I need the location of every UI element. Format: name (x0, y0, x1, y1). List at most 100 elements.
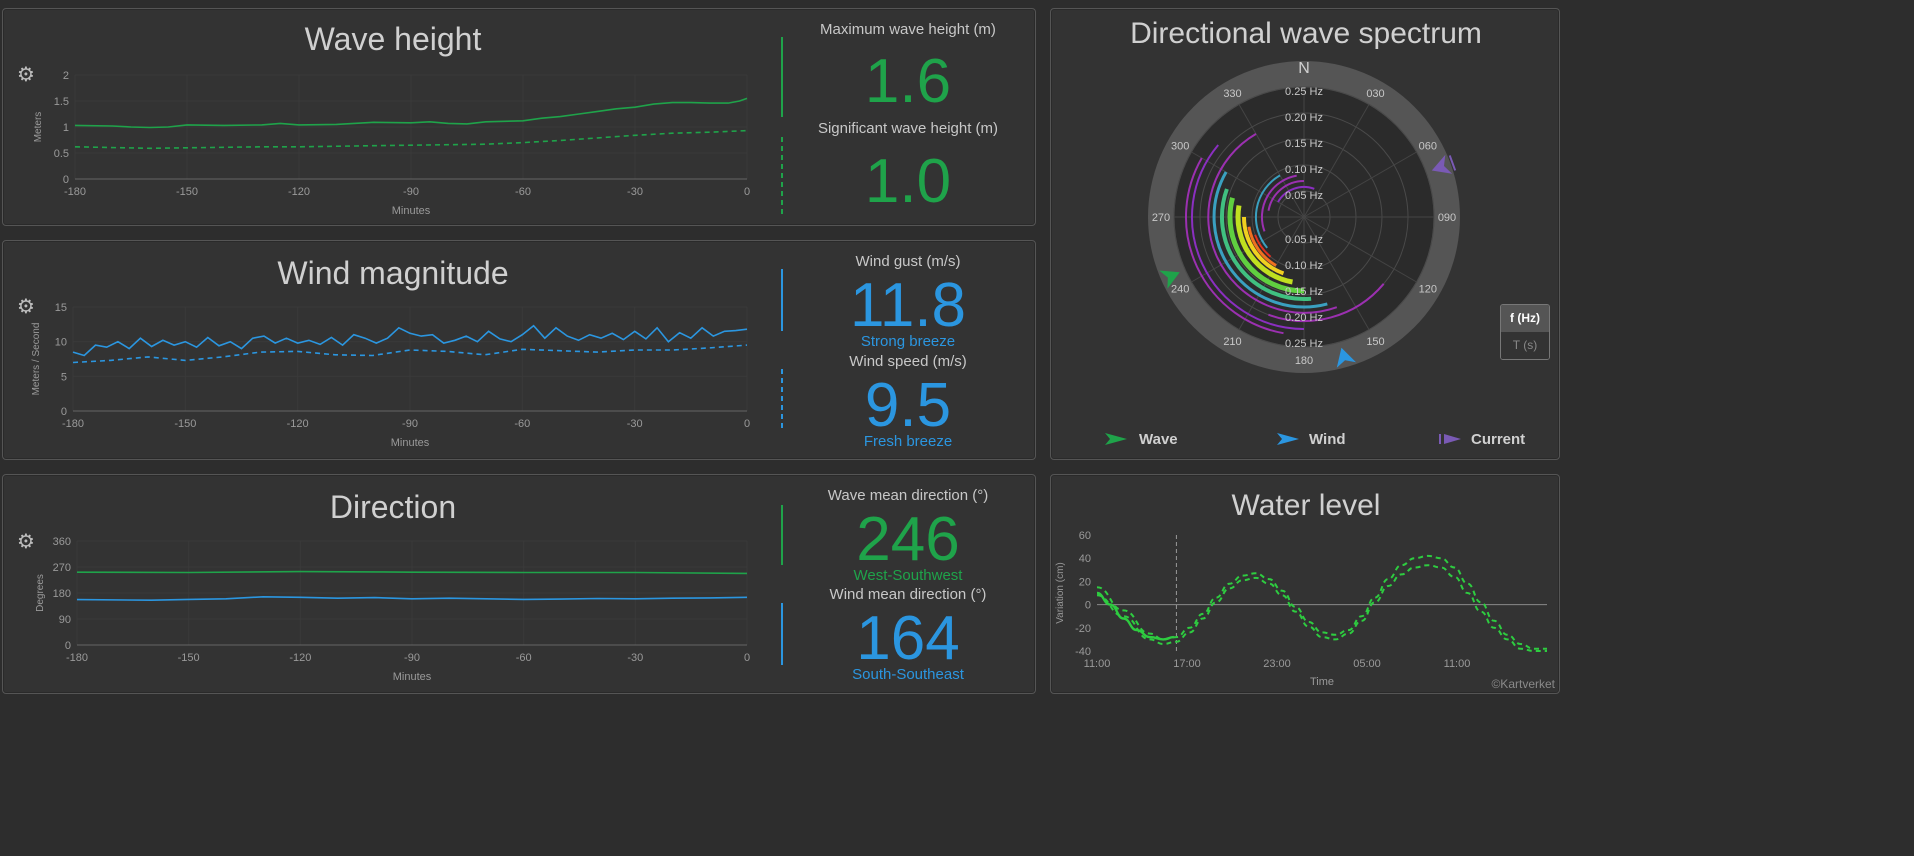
x-tick-label: 11:00 (1444, 658, 1471, 670)
compass-bearing-label: 300 (1171, 141, 1189, 153)
x-tick-label: 23:00 (1263, 658, 1291, 670)
water-series-2 (1096, 564, 1547, 652)
wave-legend-arrow-icon (1105, 433, 1127, 445)
wind-magnitude-panel: Wind magnitude ⚙ 0 5 10 15 -180 -150 -120 -90 -6… (2, 240, 1036, 460)
x-tick-label: 0 (744, 652, 750, 664)
x-tick-label: -120 (288, 186, 310, 198)
gear-icon[interactable]: ⚙ (17, 296, 35, 318)
frequency-label-upper: 0.05 Hz (1285, 190, 1323, 202)
water-series-0 (1096, 591, 1174, 641)
polar-spoke (1191, 151, 1305, 218)
spectrum-title: Directional wave spectrum (1130, 17, 1482, 50)
y-axis-label: Variation (cm) (1055, 562, 1066, 624)
frequency-label-upper: 0.10 Hz (1285, 164, 1323, 176)
wave-mean-direction-value: 246 (856, 505, 960, 574)
x-tick-label: -90 (403, 186, 419, 198)
x-tick-label: -150 (176, 186, 198, 198)
y-tick-label: 0 (61, 406, 67, 418)
wind-direction-marker-icon-shape (1336, 347, 1357, 368)
spectrum-energy-arc (1227, 197, 1305, 294)
compass-bearing-label: 180 (1295, 355, 1313, 367)
wind-speed-label: Wind speed (m/s) (849, 353, 967, 370)
sig-wave-height-label: Significant wave height (m) (817, 120, 999, 137)
gear-icon[interactable]: ⚙ (17, 64, 35, 86)
current-direction-marker-icon-bar (1448, 155, 1457, 171)
y-tick-label: 360 (53, 536, 71, 548)
polar-spectrum-chart: 0.05 Hz 0.05 Hz 0.10 Hz 0.10 Hz 0.15 Hz 0.15 … (1148, 60, 1460, 373)
y-tick-label: 1 (63, 122, 69, 134)
wind-magnitude-title: Wind magnitude (277, 255, 509, 291)
series-line-0 (76, 570, 748, 575)
y-tick-label: 0.5 (54, 148, 69, 160)
spectrum-panel: Directional wave spectrum 0.05 Hz 0.05 Hz… (1050, 8, 1560, 460)
y-tick-label: 1.5 (54, 96, 69, 108)
y-axis-label: Meters (33, 112, 44, 143)
spectrum-energy-arc (1235, 205, 1293, 285)
x-tick-label: -150 (178, 652, 200, 664)
compass-bearing-label: 270 (1152, 212, 1170, 224)
frequency-label-upper: 0.25 Hz (1285, 86, 1323, 98)
x-tick-label: -90 (402, 418, 418, 430)
x-tick-label: -120 (287, 418, 309, 430)
wind-mean-direction-label: Wind mean direction (°) (829, 586, 987, 603)
spectrum-energy-arc (1184, 157, 1284, 335)
polar-spoke (1303, 151, 1417, 218)
spectrum-energy-arc (1254, 174, 1281, 249)
gear-icon[interactable]: ⚙ (17, 531, 35, 553)
wind-mean-direction-description: South-Southeast (852, 666, 964, 683)
toggle-frequency[interactable]: f (Hz) (1501, 305, 1549, 332)
x-tick-label: -180 (64, 186, 86, 198)
wind-legend-arrow-icon (1277, 433, 1299, 445)
wind-gust-label: Wind gust (m/s) (855, 253, 961, 270)
frequency-period-toggle[interactable]: f (Hz) T (s) (1500, 304, 1550, 360)
x-tick-label: -30 (627, 652, 643, 664)
y-tick-label: 270 (53, 562, 71, 574)
direction-legend-lines (781, 505, 783, 665)
x-tick-label: 0 (744, 186, 750, 198)
spectrum-energy-arc (1267, 179, 1305, 211)
spectrum-energy-arc (1260, 174, 1297, 232)
polar-spoke (1303, 104, 1370, 218)
toggle-period[interactable]: T (s) (1501, 332, 1549, 359)
y-tick-label: -40 (1075, 646, 1091, 658)
compass-bearing-label: 150 (1366, 336, 1384, 348)
wave-direction-marker-icon-shape (1159, 270, 1180, 289)
water-level-chart: -40 -20 0 20 40 60 11:00 17:00 23:00 05:00 11:00 Ti… (1055, 530, 1547, 688)
y-tick-label: 40 (1079, 553, 1091, 565)
spectrum-energy-arc (1190, 144, 1305, 330)
y-tick-label: 90 (59, 614, 71, 626)
direction-title: Direction (329, 489, 457, 525)
wave-height-panel: Wave height ⚙ 0 0.5 1 1.5 2 -180 -150 -120 -90 -6… (2, 8, 1036, 226)
spectrum-energy-arc (1242, 216, 1285, 276)
y-tick-label: 20 (1079, 576, 1091, 588)
direction-panel: Direction ⚙ 0 90 180 270 360 -180 -150 -120 -90 -… (2, 474, 1036, 694)
frequency-label-upper: 0.15 Hz (1285, 138, 1323, 150)
copyright-text: ©Kartverket (1491, 677, 1555, 691)
compass-bearing-label: 330 (1223, 88, 1241, 100)
max-wave-height-value: 1.6 (864, 47, 952, 116)
max-wave-height-label: Maximum wave height (m) (820, 21, 996, 38)
wind-magnitude-chart: 0 5 10 15 -180 -150 -120 -90 -60 -30 0 Minutes Meter… (31, 302, 750, 449)
compass-bearing-label: 030 (1366, 88, 1384, 100)
wind-mean-direction-value: 164 (856, 604, 960, 673)
y-tick-label: -20 (1075, 623, 1091, 635)
legend-wind: Wind (1309, 431, 1346, 448)
series-line-1 (72, 344, 748, 364)
x-tick-label: -120 (289, 652, 311, 664)
water-series-1 (1096, 554, 1547, 650)
series-line-0 (72, 324, 748, 357)
wind-legend-lines (781, 269, 783, 431)
wave-mean-direction-label: Wave mean direction (°) (827, 487, 989, 504)
wind-speed-description: Fresh breeze (863, 433, 953, 450)
wave-height-title: Wave height (304, 21, 482, 57)
x-axis-label: Minutes (391, 437, 430, 449)
series-line-0 (74, 97, 748, 129)
y-tick-label: 180 (53, 588, 71, 600)
wind-direction-marker-icon (1336, 347, 1357, 368)
current-legend-arrow-icon (1439, 434, 1461, 444)
wave-height-chart: 0 0.5 1 1.5 2 -180 -150 -120 -90 -60 -30 0 Minutes Me… (33, 70, 750, 217)
compass-bearing-label: 240 (1171, 284, 1189, 296)
water-level-title: Water level (1231, 489, 1381, 522)
x-tick-label: -30 (627, 186, 643, 198)
y-axis-label: Meters / Second (31, 323, 42, 396)
